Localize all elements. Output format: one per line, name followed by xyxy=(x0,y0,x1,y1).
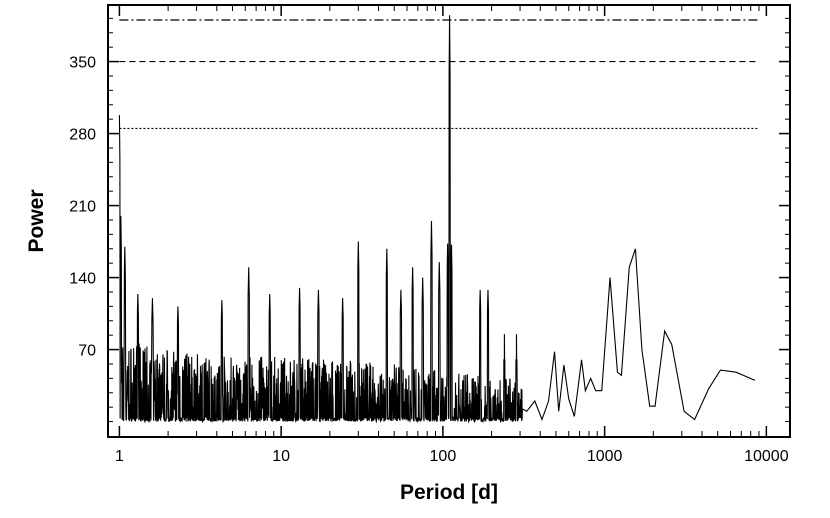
y-tick-label: 140 xyxy=(69,271,96,288)
x-tick-label: 100 xyxy=(430,448,457,465)
x-tick-label: 10000 xyxy=(744,448,789,465)
power-line xyxy=(118,15,756,424)
x-tick-label: 10 xyxy=(272,448,290,465)
x-tick-label: 1000 xyxy=(587,448,623,465)
y-tick-label: 350 xyxy=(69,55,96,72)
y-tick-label: 210 xyxy=(69,199,96,216)
y-axis-title: Power xyxy=(25,189,48,252)
x-tick-label: 1 xyxy=(115,448,124,465)
significance-lines xyxy=(119,19,759,130)
x-axis-title: Period [d] xyxy=(400,481,498,504)
power-series xyxy=(118,15,756,424)
y-tick-label: 70 xyxy=(78,343,96,360)
plot-frame xyxy=(107,4,791,438)
y-tick-label: 280 xyxy=(69,127,96,144)
